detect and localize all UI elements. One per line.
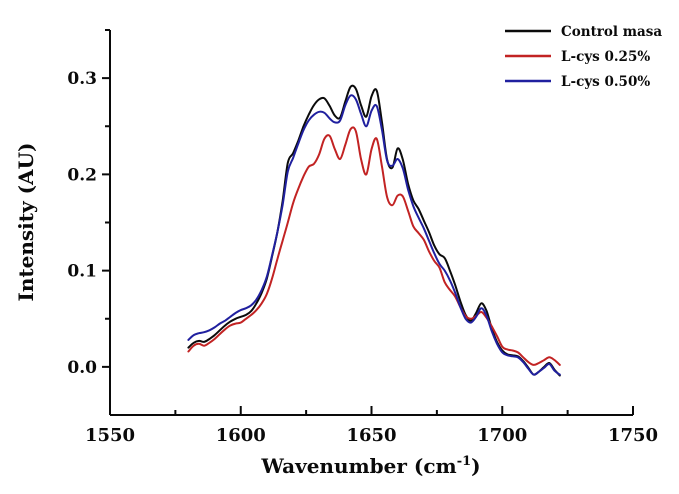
y-tick-label: 0.0	[67, 358, 97, 378]
y-tick-label: 0.2	[67, 165, 97, 185]
legend: Control masa L-cys 0.25% L-cys 0.50%	[505, 24, 662, 90]
x-axis-title: Wavenumber (cm-1)	[260, 454, 480, 478]
tick-labels: 1550 1600 1650 1700 1750 0.0 0.1 0.2 0.3	[67, 69, 658, 446]
series-curve-l-cys-0-50-	[187, 94, 561, 376]
y-axis-title: Intensity (AU)	[14, 143, 38, 302]
y-tick-label: 0.1	[67, 262, 97, 282]
series-curve-l-cys-0-25-	[187, 126, 561, 366]
x-tick-label: 1600	[216, 425, 266, 446]
legend-label: L-cys 0.25%	[561, 49, 650, 65]
y-tick-label: 0.3	[67, 69, 97, 89]
x-tick-label: 1550	[85, 425, 135, 446]
legend-label: Control masa	[561, 24, 662, 40]
x-tick-label: 1750	[608, 425, 658, 446]
axes	[102, 29, 634, 416]
x-tick-label: 1700	[477, 425, 527, 446]
legend-label: L-cys 0.50%	[561, 74, 650, 90]
series-curve-control-masa	[187, 84, 561, 377]
x-tick-label: 1650	[346, 425, 396, 446]
